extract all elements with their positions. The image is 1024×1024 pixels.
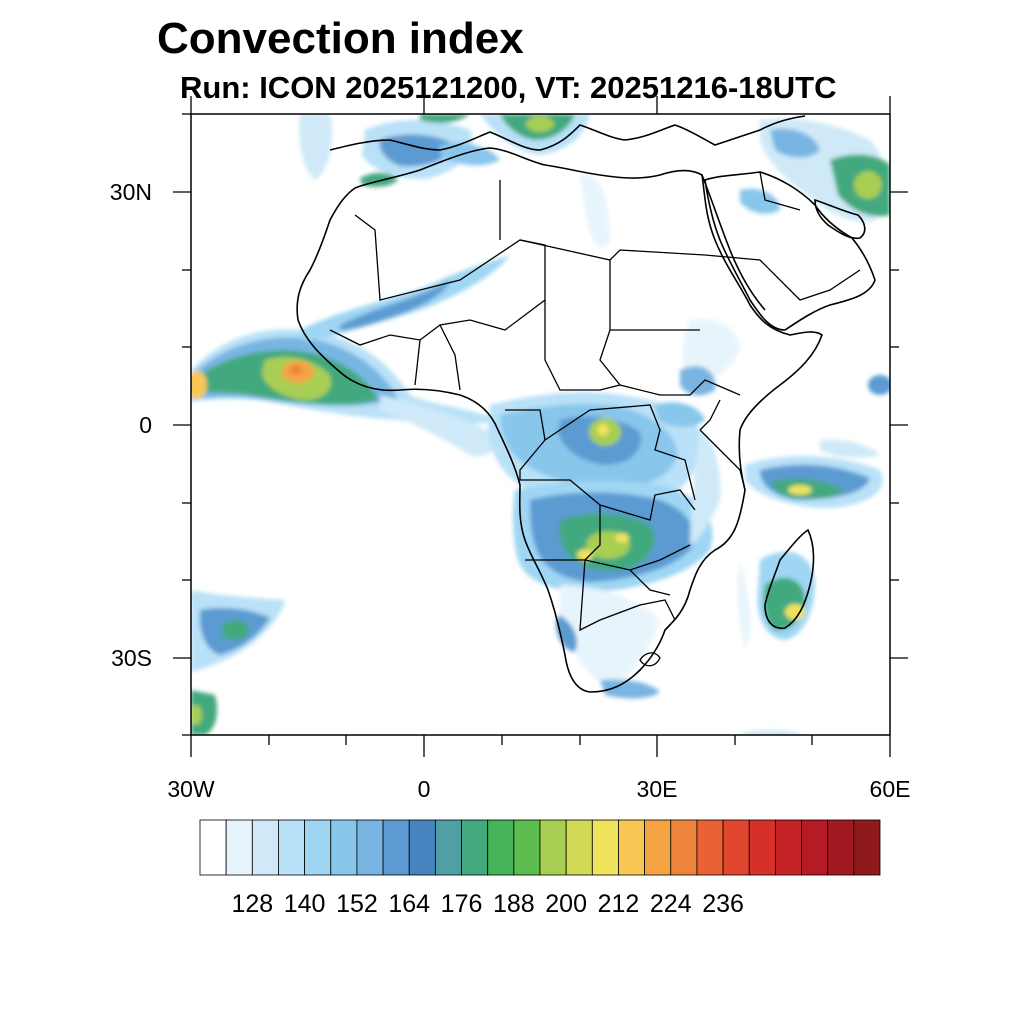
axis-ticks	[173, 96, 908, 757]
colorbar-cell	[461, 819, 489, 876]
lon-label-30w: 30W	[167, 776, 215, 802]
convection-field	[191, 114, 890, 735]
colorbar-cell	[278, 819, 306, 876]
colorbar-cell	[670, 819, 698, 876]
lon-label-60e: 60E	[870, 776, 911, 802]
madagascar	[737, 551, 815, 650]
colorbar-label: 140	[284, 890, 326, 918]
southwest-indian-ocean	[745, 375, 890, 508]
colorbar-cell	[722, 819, 750, 876]
lat-label-0: 0	[139, 412, 152, 438]
colorbar-label: 236	[702, 890, 744, 918]
colorbar-cell	[513, 819, 541, 876]
southern-africa	[555, 430, 721, 699]
colorbar-cell	[774, 819, 802, 876]
colorbar-cell	[225, 819, 253, 876]
colorbar-cell	[487, 819, 515, 876]
madagascar-coastline	[764, 528, 815, 630]
colorbar-cell	[251, 819, 279, 876]
arabia-coastline	[704, 171, 876, 331]
colorbar-cell	[382, 819, 410, 876]
colorbar-cell	[199, 819, 227, 876]
colorbar-cell	[644, 819, 672, 876]
colorbar-cell	[748, 819, 776, 876]
colorbar-cell	[591, 819, 619, 876]
colorbar-label: 188	[493, 890, 535, 918]
colorbar	[199, 819, 881, 876]
country-borders	[329, 171, 861, 667]
colorbar-cell	[356, 819, 384, 876]
chart-title: Convection index	[157, 14, 524, 63]
colorbar-label: 176	[441, 890, 483, 918]
colorbar-cell	[408, 819, 436, 876]
mediterranean-north	[299, 114, 590, 187]
lon-label-0: 0	[418, 776, 431, 802]
zambia-angola	[513, 480, 713, 592]
tropical-atlantic-band	[380, 395, 494, 457]
colorbar-cell	[801, 819, 829, 876]
colorbar-cell	[696, 819, 724, 876]
colorbar-cell	[304, 819, 332, 876]
lat-label-30n: 30N	[110, 179, 152, 205]
colorbar-label: 212	[598, 890, 640, 918]
lat-label-30s: 30S	[111, 645, 152, 671]
colorbar-label: 152	[336, 890, 378, 918]
coastlines	[296, 115, 876, 693]
colorbar-label: 224	[650, 890, 692, 918]
colorbar-label: 128	[231, 890, 273, 918]
colorbar-cell	[330, 819, 358, 876]
africa-coastline	[296, 147, 823, 693]
colorbar-cell	[565, 819, 593, 876]
colorbar-cell	[618, 819, 646, 876]
middle-east	[580, 118, 890, 249]
colorbar-cell	[434, 819, 462, 876]
south-atlantic	[191, 590, 800, 735]
persian-gulf	[814, 198, 866, 240]
colorbar-cell	[853, 819, 881, 876]
lon-label-30e: 30E	[637, 776, 678, 802]
colorbar-cell	[539, 819, 567, 876]
east-africa-ethiopia	[655, 319, 740, 427]
colorbar-cell	[827, 819, 855, 876]
europe-coastline	[329, 115, 806, 151]
colorbar-labels: 128 140 152 164 176 188 200 212 224 236	[231, 890, 743, 918]
colorbar-label: 200	[545, 890, 587, 918]
chart-subtitle: Run: ICON 2025121200, VT: 20251216-18UTC	[180, 70, 837, 105]
colorbar-label: 164	[388, 890, 430, 918]
red-sea	[701, 174, 766, 311]
